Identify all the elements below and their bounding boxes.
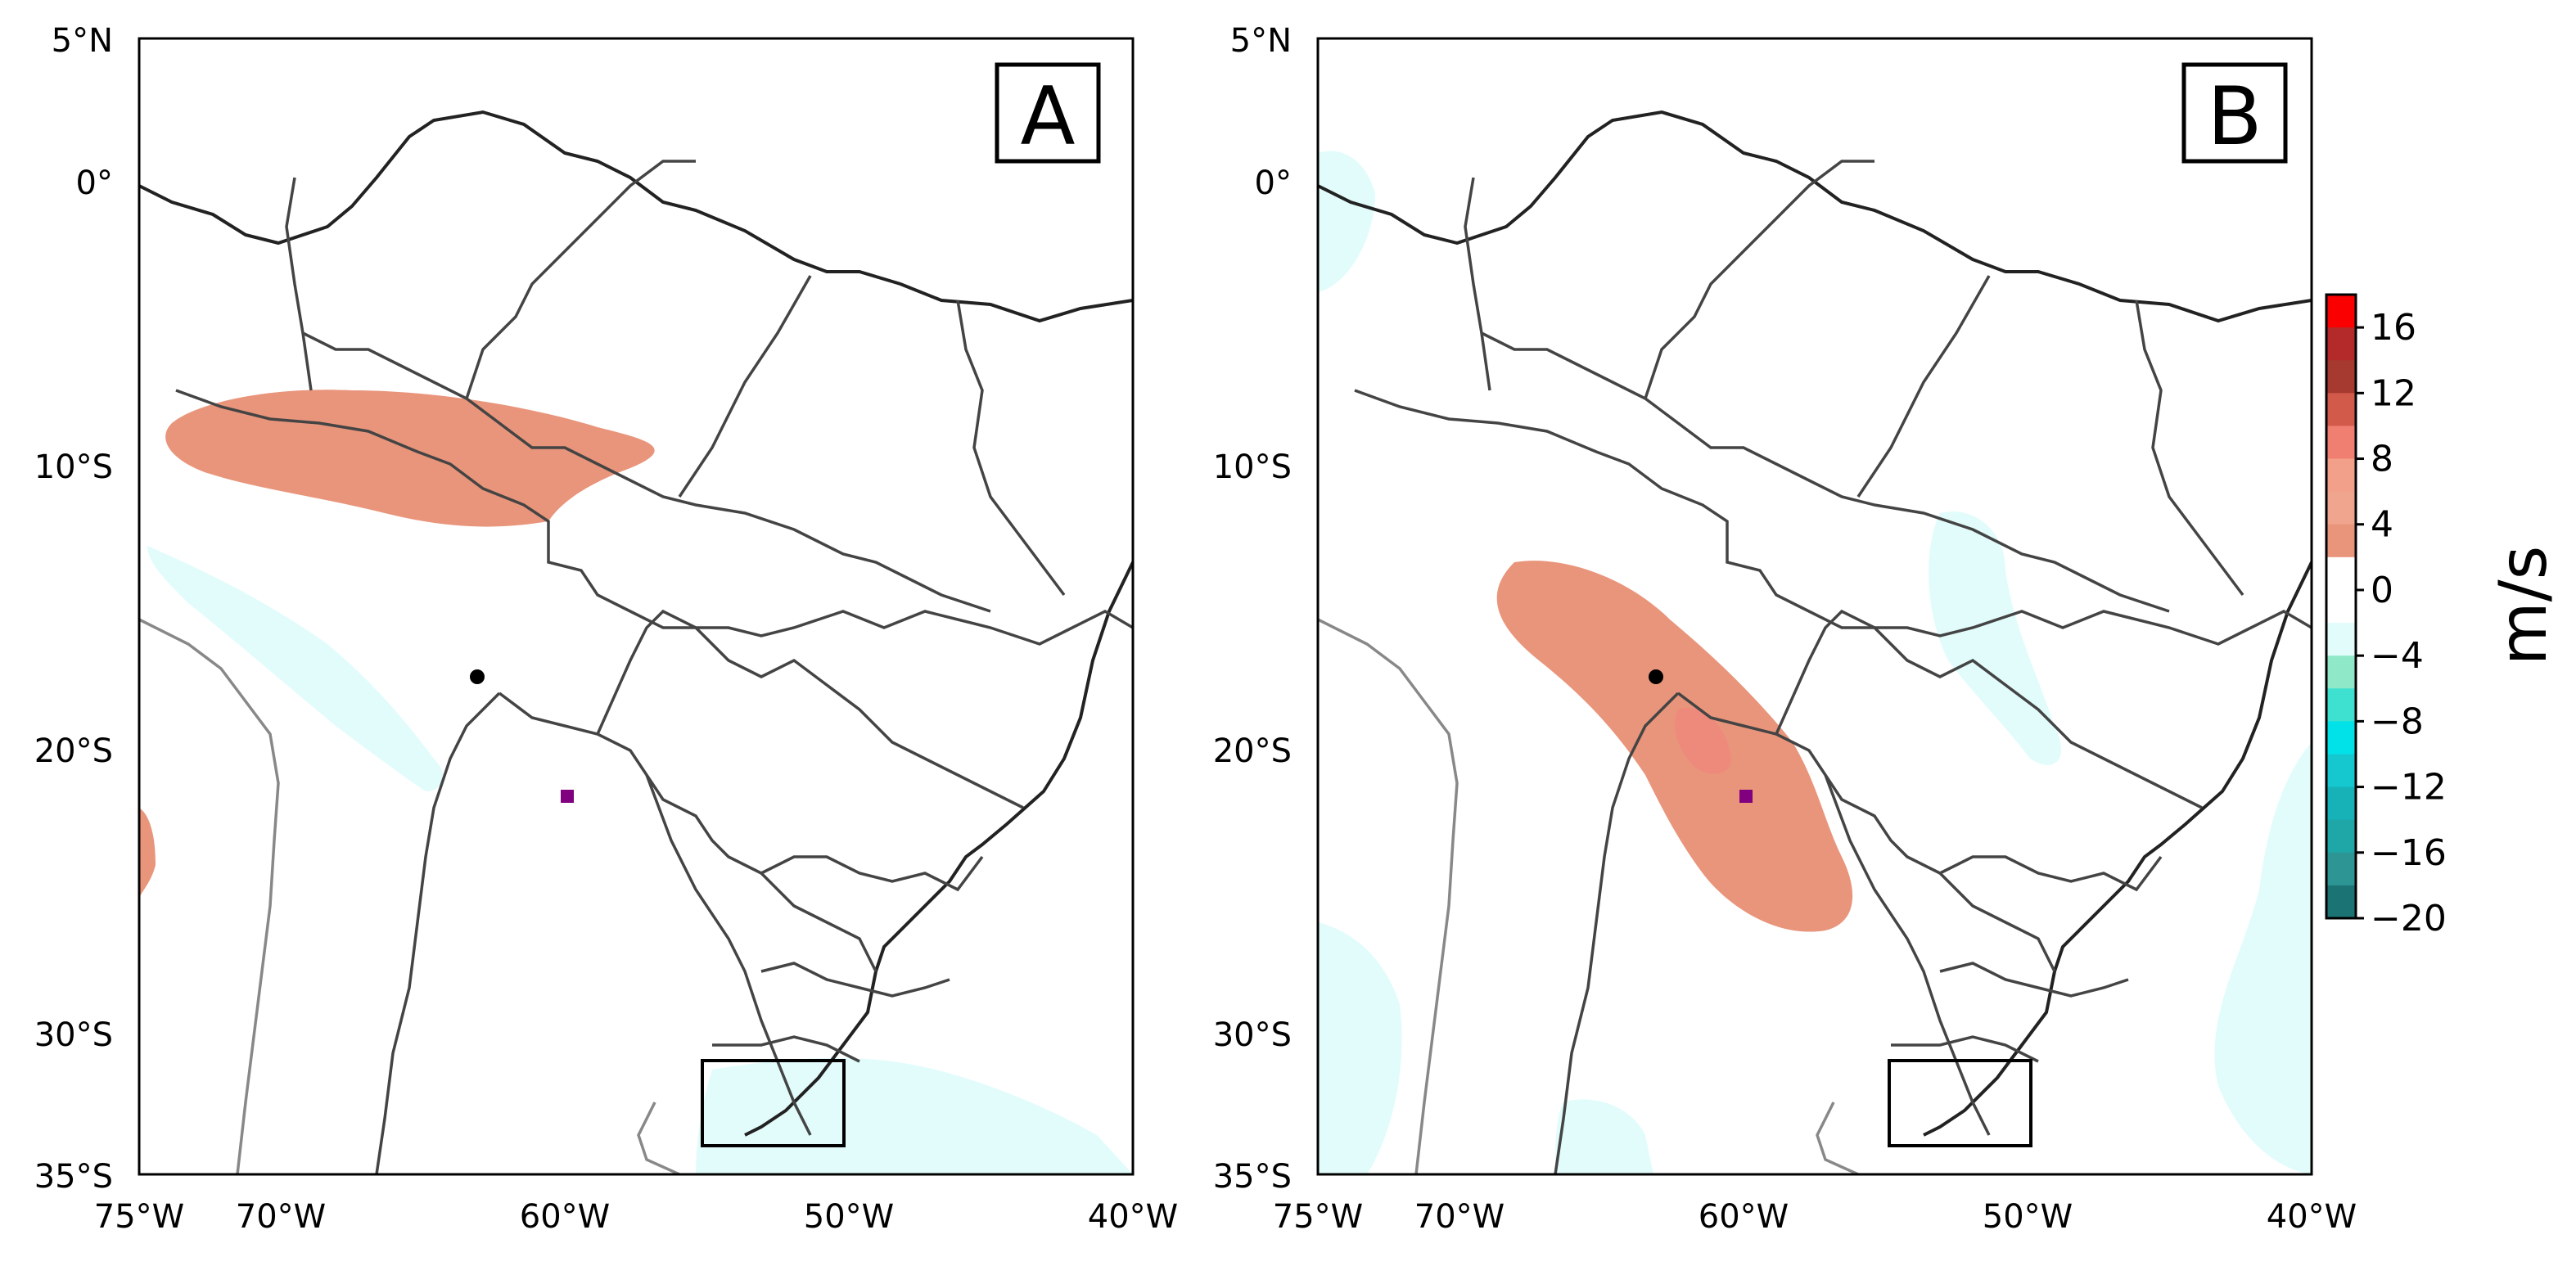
colorbar-tick-label: −8 [2371, 701, 2424, 742]
colorbar-bin [2326, 589, 2356, 624]
negative-anomaly-region [1555, 1099, 1653, 1174]
colorbar-bin [2326, 688, 2356, 722]
panel-letter-a: A [1020, 70, 1075, 164]
negative-anomaly-region [147, 546, 443, 791]
negative-anomaly-region [2214, 742, 2312, 1174]
y-tick-label: 20°S [1213, 732, 1292, 770]
colorbar-tick-label: −12 [2371, 767, 2447, 809]
colorbar-tick-label: −20 [2371, 898, 2447, 939]
y-tick-label: 10°S [34, 448, 113, 486]
y-tick-label: 5°N [1230, 22, 1292, 60]
colorbar-bin [2326, 754, 2356, 788]
colorbar-bin [2326, 426, 2356, 460]
y-tick-label: 10°S [1213, 448, 1292, 486]
x-tick-label: 50°W [804, 1198, 894, 1236]
colorbar-bin [2326, 623, 2356, 656]
positive-anomaly-region [165, 390, 655, 527]
x-tick-label: 40°W [1088, 1198, 1178, 1236]
x-tick-label: 75°W [94, 1198, 184, 1236]
y-tick-label: 5°N [52, 22, 113, 60]
colorbar-bin [2326, 295, 2356, 328]
x-tick-label: 60°W [1699, 1198, 1789, 1236]
colorbar-bin [2326, 524, 2356, 558]
y-tick-label: 0° [76, 164, 113, 202]
analysis-box [701, 1059, 846, 1147]
colorbar-tick-label: 16 [2371, 307, 2416, 349]
y-tick-label: 35°S [34, 1158, 113, 1196]
colorbar-bin [2326, 819, 2356, 854]
colorbar-bin [2326, 786, 2356, 821]
analysis-box [1888, 1059, 2032, 1147]
x-tick-label: 75°W [1273, 1198, 1363, 1236]
purple-square-marker [1739, 790, 1753, 803]
colorbar-tick-label: 0 [2371, 570, 2393, 611]
colorbar-tick-label: 12 [2371, 372, 2416, 414]
black-dot-marker [1649, 669, 1663, 684]
panel-a: A 5°N 0° 10°S 20°S 30°S 35°S 75°W 70°W 6… [34, 22, 1179, 1236]
positive-anomaly-region [139, 808, 156, 898]
x-tick-label: 60°W [520, 1198, 610, 1236]
colorbar-bin [2326, 556, 2356, 591]
panel-letter-b: B [2207, 70, 2262, 164]
colorbar-bin [2326, 885, 2356, 919]
colorbar-bin [2326, 491, 2356, 525]
negative-anomaly-region [1318, 151, 1375, 292]
colorbar-tick-label: −4 [2371, 635, 2424, 677]
colorbar-bin [2326, 852, 2356, 886]
x-tick-label: 40°W [2267, 1198, 2357, 1236]
colorbar: 16 12 8 4 0 −4 −8 −12 −16 −20 m/s [2325, 293, 2561, 939]
colorbar-bin [2326, 721, 2356, 755]
colorbar-tick-label: 4 [2371, 504, 2393, 546]
purple-square-marker [561, 790, 574, 803]
colorbar-bin [2326, 327, 2356, 361]
positive-anomaly-region [1675, 708, 1731, 774]
x-tick-label: 70°W [1414, 1198, 1505, 1236]
panel-b: B 5°N 0° 10°S 20°S 30°S 35°S 75°W 70°W 6… [1213, 22, 2357, 1236]
colorbar-bin [2326, 393, 2356, 426]
colorbar-unit-label: m/s [2485, 546, 2561, 666]
black-dot-marker [470, 669, 485, 684]
y-tick-label: 35°S [1213, 1158, 1292, 1196]
y-tick-label: 0° [1255, 164, 1292, 202]
colorbar-tick-label: 8 [2371, 439, 2393, 480]
colorbar-bin [2326, 656, 2356, 689]
y-tick-label: 20°S [34, 732, 113, 770]
x-tick-label: 70°W [236, 1198, 326, 1236]
colorbar-bin [2326, 458, 2356, 493]
positive-anomaly-region [1496, 561, 1853, 932]
colorbar-tick-label: −16 [2371, 832, 2447, 874]
x-tick-label: 50°W [1983, 1198, 2073, 1236]
y-tick-label: 30°S [1213, 1016, 1292, 1054]
y-tick-label: 30°S [34, 1016, 113, 1054]
colorbar-bin [2326, 360, 2356, 394]
negative-anomaly-region [1318, 922, 1402, 1174]
